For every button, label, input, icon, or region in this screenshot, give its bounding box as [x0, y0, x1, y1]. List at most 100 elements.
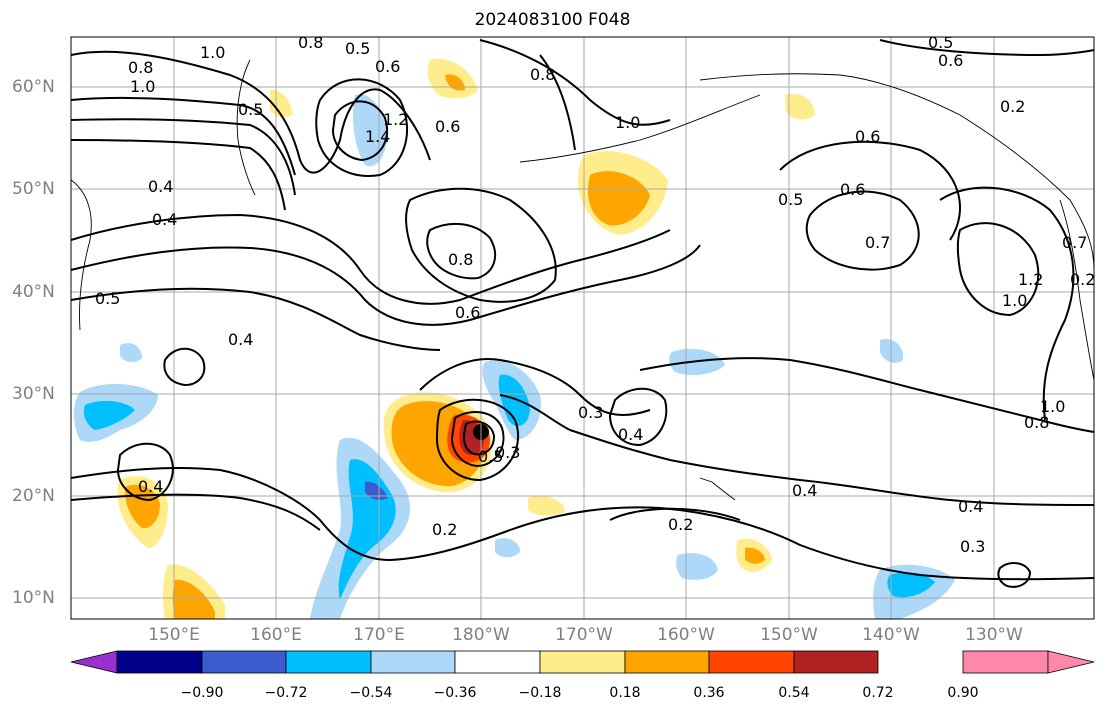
- contour-cyclone-ring-1: [315, 78, 409, 177]
- contour-top-right: [879, 39, 1095, 57]
- contour-label: 0.4: [228, 330, 253, 349]
- contour-cyclone-ring-2: [331, 100, 388, 162]
- filled-contours: [74, 58, 955, 619]
- contour-label: 0.6: [455, 303, 480, 322]
- lon-label-150w: 150°W: [760, 625, 818, 645]
- colorbar-segment: [370, 650, 456, 674]
- contour-label: 0.2: [1000, 97, 1025, 116]
- contour-label: 1.2: [383, 110, 408, 129]
- colorbar-segment: [201, 650, 287, 674]
- contour-label: 0.4: [958, 497, 983, 516]
- contour-mid-3: [70, 287, 441, 351]
- contour-subtropical-ring-1: [405, 187, 557, 303]
- cold-anomaly-west-inner: [83, 400, 135, 430]
- contour-label: 0.5: [345, 39, 370, 58]
- coastline-kamchatka: [236, 59, 256, 196]
- contour-label: 0.8: [298, 33, 323, 52]
- colorbar-segment: [708, 650, 795, 674]
- contour-mid-2: [70, 244, 701, 326]
- plot-area: [71, 37, 1094, 619]
- lat-label-30n: 30°N: [12, 384, 55, 404]
- cold-anomaly-hawaii: [676, 553, 718, 580]
- contour-west-loop: [116, 442, 174, 502]
- contour-east-ring-1: [805, 190, 920, 271]
- contour-label: 1.0: [130, 77, 155, 96]
- cold-anomaly-east-coast: [880, 339, 904, 363]
- colorbar-extend-high: [1047, 650, 1095, 674]
- lon-label-160e: 160°E: [250, 625, 302, 645]
- plot-frame: [70, 36, 1095, 620]
- warm-anomaly-gulf-alaska: [785, 93, 815, 120]
- contour-pacific-north-2: [539, 54, 576, 151]
- warm-anomaly-north-inner: [445, 74, 465, 91]
- contour-label: 0.6: [938, 51, 963, 70]
- contour-label: 0.4: [148, 177, 173, 196]
- coastline-aleutians: [519, 94, 761, 163]
- contour-label: 0.5: [95, 289, 120, 308]
- contour-label: 0.6: [435, 117, 460, 136]
- cold-anomaly-typhoon-east-inner: [498, 374, 530, 426]
- contour-east-1: [639, 357, 1095, 433]
- contour-label: 0.7: [1062, 233, 1087, 252]
- colorbar-segment: [624, 650, 710, 674]
- cold-anomaly-central-peak: [365, 481, 388, 500]
- lon-label-180w: 180°W: [452, 625, 510, 645]
- coastline-asia-northeast: [70, 179, 92, 331]
- contour-label: 0.5: [238, 100, 263, 119]
- contour-label: 0.8: [448, 250, 473, 269]
- coastlines: [70, 59, 1095, 501]
- lon-label-170w: 170°W: [555, 625, 613, 645]
- contour-label: 1.0: [1040, 397, 1065, 416]
- warm-anomaly-aleutian-inner: [588, 171, 650, 226]
- contour-typhoon-east-arm: [499, 394, 1095, 506]
- contour-south-1: [70, 467, 1095, 581]
- contour-label: 1.4: [365, 127, 390, 146]
- lon-label-160w: 160°W: [657, 625, 715, 645]
- lon-label-130w: 130°W: [965, 625, 1023, 645]
- coastline-alaska: [699, 73, 1095, 271]
- colorbar-segment: [454, 650, 541, 674]
- cold-anomaly-west-small: [120, 343, 142, 362]
- lon-label-150e: 150°E: [148, 625, 200, 645]
- contour-label: 0.8: [128, 58, 153, 77]
- contour-typhoon-north-arm: [419, 358, 651, 416]
- contour-typhoon-ring-1: [435, 398, 520, 482]
- contour-label: 0.4: [138, 477, 163, 496]
- contour-west-ring: [163, 347, 206, 387]
- contour-central-loop: [608, 387, 668, 447]
- colorbar-segment: [793, 650, 879, 674]
- contour-southeast-ring: [997, 562, 1032, 588]
- colorbar-tick-label: −0.36: [433, 685, 477, 701]
- contour-label: 0.4: [792, 481, 817, 500]
- contour-mid-1: [70, 213, 671, 305]
- lat-label-20n: 20°N: [12, 486, 55, 506]
- contour-label: 0.8: [530, 65, 555, 84]
- contour-label: 1.0: [1002, 291, 1027, 310]
- contour-labels: 1.0 0.8 0.5 0.6 0.8 1.0 0.5 0.4 1.4 1.2 …: [95, 33, 1095, 556]
- coastline-north-america: [1059, 199, 1095, 381]
- contour-lines: [70, 39, 1095, 588]
- contour-subtropical-ring-2: [426, 222, 497, 280]
- contour-label: 0.3: [960, 537, 985, 556]
- lat-label-60n: 60°N: [12, 77, 55, 97]
- contour-hawaii-loop: [609, 507, 741, 521]
- colorbar: [70, 650, 1095, 674]
- contour-south-2: [70, 493, 321, 531]
- contour-label: 1.2: [1018, 270, 1043, 289]
- lon-label-140w: 140°W: [862, 625, 920, 645]
- contour-label: 0.2: [432, 520, 457, 539]
- coastline-hawaii: [699, 477, 736, 501]
- contour-label: 0.7: [865, 233, 890, 252]
- colorbar-tick-label: 0.72: [862, 685, 894, 701]
- colorbar-tick-label: −0.18: [518, 685, 562, 701]
- lat-label-50n: 50°N: [12, 179, 55, 199]
- colorbar-segment: [285, 650, 372, 674]
- colorbar-tick-label: 0.90: [947, 685, 979, 701]
- contour-label: 0.5: [478, 447, 503, 466]
- cold-anomaly-southeast-inner: [887, 572, 935, 598]
- lat-label-10n: 10°N: [12, 588, 55, 608]
- contour-label: 0.6: [840, 180, 865, 199]
- contour-east-ring-2: [779, 140, 961, 241]
- colorbar-segment: [962, 650, 1049, 674]
